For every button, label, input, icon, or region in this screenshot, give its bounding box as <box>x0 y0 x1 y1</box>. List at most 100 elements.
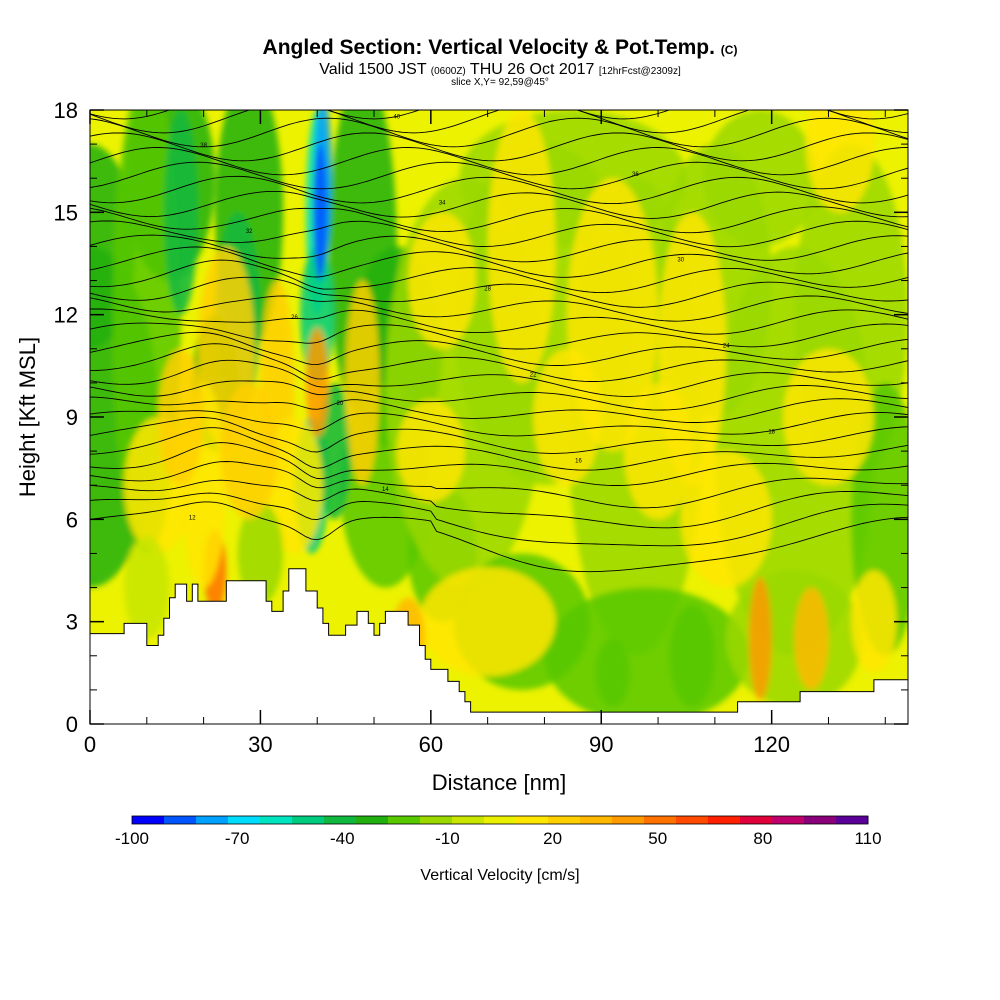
isentrope-label: 34 <box>439 200 446 206</box>
colorbar-swatch <box>516 816 549 824</box>
isentrope-line <box>90 190 908 219</box>
colorbar-tick-label: 50 <box>648 829 667 848</box>
isentrope-line <box>90 442 908 486</box>
y-tick-label: 6 <box>66 507 78 532</box>
isentrope-line <box>90 276 908 308</box>
colorbar-swatch <box>644 816 677 824</box>
isentrope-line <box>90 380 908 411</box>
colorbar-swatch <box>228 816 261 824</box>
isentrope-line <box>90 308 908 335</box>
isentrope-label: 32 <box>246 229 253 235</box>
isentrope-line <box>90 161 908 190</box>
velocity-shade <box>794 587 829 690</box>
valid-prefix: Valid 1500 JST <box>319 61 427 78</box>
isentrope-line <box>90 427 908 471</box>
colorbar-swatch <box>260 816 293 824</box>
y-tick-label: 15 <box>54 200 78 225</box>
velocity-shade <box>805 110 874 213</box>
slice-info: slice X,Y= 92,59@45° <box>451 77 549 88</box>
isentrope-label: 24 <box>723 344 730 350</box>
velocity-shade <box>851 570 897 673</box>
y-tick-label: 9 <box>66 405 78 430</box>
isentrope-line <box>90 343 908 382</box>
x-tick-label: 120 <box>753 732 790 757</box>
colorbar-frame <box>131 815 869 825</box>
isentrope-line <box>90 117 908 148</box>
isentrope-label: 38 <box>200 143 207 149</box>
forecast-info: [12hrFcst@2309z] <box>598 66 681 77</box>
isentrope-line <box>90 359 908 397</box>
isentrope-line <box>90 396 908 423</box>
isentrope-label: 18 <box>768 430 775 436</box>
velocity-shade <box>396 399 465 503</box>
velocity-shade <box>487 110 556 383</box>
velocity-shade <box>305 328 329 438</box>
x-tick-label: 60 <box>419 732 443 757</box>
y-tick-label: 3 <box>66 610 78 635</box>
isentrope-line <box>90 331 908 366</box>
colorbar-swatch <box>676 816 709 824</box>
velocity-shade <box>345 280 380 486</box>
colorbar-label: Vertical Velocity [cm/s] <box>420 867 579 884</box>
isentrope-line <box>90 461 908 509</box>
velocity-shade <box>313 144 327 281</box>
plot-area: 12 14 16 18 20 22 24 26 28 30 32 34 36 38 40 <box>90 110 908 724</box>
velocity-shade <box>595 638 630 707</box>
x-tick-label: 90 <box>589 732 613 757</box>
valid-date: THU 26 Oct 2017 <box>469 61 595 78</box>
colorbar-tick-label: 110 <box>854 829 881 848</box>
isentrope-line <box>90 501 908 573</box>
y-tick-label: 0 <box>66 712 78 737</box>
chart-title-text: Angled Section: Vertical Velocity & Pot.… <box>262 36 715 59</box>
y-tick-label: 12 <box>54 303 78 328</box>
chart-title-unit: (C) <box>720 43 738 57</box>
isentrope-line <box>90 410 908 437</box>
velocity-shade <box>783 348 874 486</box>
isentrope-line <box>90 295 908 322</box>
colorbar-tick-label: 80 <box>753 829 772 848</box>
colorbar-swatch <box>484 816 517 824</box>
colorbar-swatch <box>164 816 197 824</box>
velocity-shade <box>748 577 772 701</box>
colorbar-tick-label: -70 <box>225 829 250 848</box>
velocity-shade <box>544 587 749 724</box>
isentrope-label: 14 <box>382 487 389 493</box>
terrain <box>90 568 908 724</box>
velocity-field <box>90 110 908 724</box>
colorbar-swatch <box>452 816 485 824</box>
isentrope-label: 30 <box>677 258 684 264</box>
velocity-shade <box>220 382 278 520</box>
velocity-shade <box>658 212 727 486</box>
velocity-shade <box>533 348 602 486</box>
colorbar-tick-label: 20 <box>543 829 562 848</box>
isentrope-label: 36 <box>632 172 639 178</box>
isentrope-line <box>90 220 908 248</box>
isentrope-line <box>90 322 908 350</box>
colorbar-swatch <box>708 816 741 824</box>
velocity-shade <box>669 604 715 707</box>
velocity-shade <box>680 451 772 588</box>
velocity-shade <box>124 536 170 639</box>
isentrope-label: 40 <box>393 114 400 120</box>
velocity-shade <box>163 110 198 315</box>
isentrope-label: 12 <box>189 516 196 522</box>
isentrope-label: 16 <box>575 458 582 464</box>
x-tick-label: 0 <box>84 732 96 757</box>
isentrope-line <box>90 175 908 205</box>
colorbar-swatch <box>196 816 229 824</box>
y-tick-label: 18 <box>54 98 78 123</box>
isentrope-line <box>90 234 908 263</box>
colorbar-swatch <box>804 816 837 824</box>
chart-title: Angled Section: Vertical Velocity & Pot.… <box>0 36 1000 62</box>
colorbar-swatch <box>740 816 773 824</box>
isentrope-line <box>90 259 908 294</box>
colorbar: -100 -70 -40 -10 20 50 80 110 <box>115 815 882 848</box>
isentrope-label: 20 <box>337 401 344 407</box>
isentropes: 12 14 16 18 20 22 24 26 28 30 32 34 36 38 40 <box>90 110 908 573</box>
isentrope-line <box>90 147 908 176</box>
isentrope-label: 26 <box>291 315 298 321</box>
isentrope-line <box>90 206 908 234</box>
velocity-shade <box>419 567 556 677</box>
colorbar-tick-label: -40 <box>330 829 355 848</box>
